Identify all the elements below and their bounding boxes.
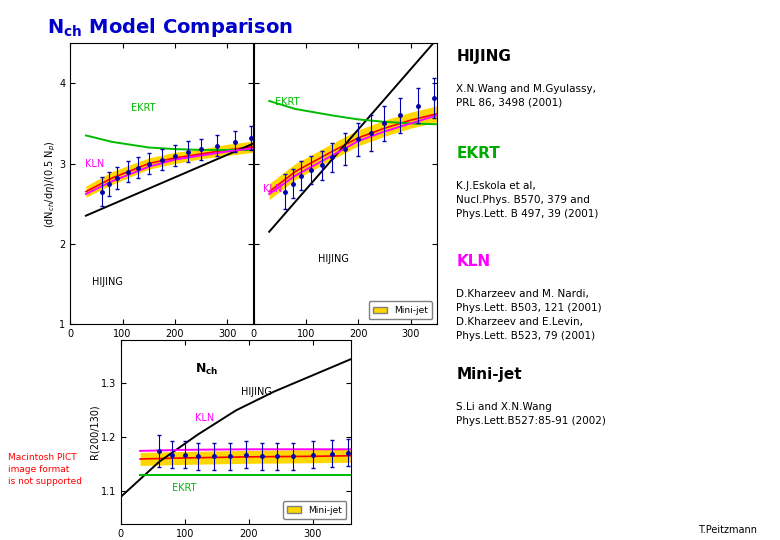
Text: $\bf{N_{ch}}$: $\bf{N_{ch}}$ [194, 362, 218, 377]
Text: EKRT: EKRT [172, 483, 196, 493]
Text: EKRT: EKRT [131, 103, 155, 113]
Y-axis label: (dN$_{ch}$/d$\eta$)/(0.5 N$_p$): (dN$_{ch}$/d$\eta$)/(0.5 N$_p$) [44, 140, 58, 227]
Legend: Mini-jet: Mini-jet [369, 301, 432, 320]
Text: KLN: KLN [456, 254, 491, 269]
Text: D.Kharzeev and M. Nardi,
Phys.Lett. B503, 121 (2001)
D.Kharzeev and E.Levin,
Phy: D.Kharzeev and M. Nardi, Phys.Lett. B503… [456, 289, 602, 341]
X-axis label: N$_p$: N$_p$ [338, 345, 353, 361]
Text: K.J.Eskola et al,
Nucl.Phys. B570, 379 and
Phys.Lett. B 497, 39 (2001): K.J.Eskola et al, Nucl.Phys. B570, 379 a… [456, 181, 599, 219]
Text: T.Peitzmann: T.Peitzmann [697, 524, 757, 535]
Text: Mini-jet: Mini-jet [456, 367, 522, 382]
Text: EKRT: EKRT [456, 146, 500, 161]
Text: KLN: KLN [85, 159, 104, 169]
Text: X.N.Wang and M.Gyulassy,
PRL 86, 3498 (2001): X.N.Wang and M.Gyulassy, PRL 86, 3498 (2… [456, 84, 596, 107]
X-axis label: N$_p$: N$_p$ [154, 345, 169, 361]
Text: $\bf{N_{ch}}$ Model Comparison: $\bf{N_{ch}}$ Model Comparison [47, 16, 292, 39]
Text: HIJING: HIJING [317, 254, 349, 264]
Text: HIJING: HIJING [456, 49, 511, 64]
Text: KLN: KLN [194, 413, 214, 423]
Text: KLN: KLN [263, 184, 282, 194]
Text: HIJING: HIJING [92, 276, 123, 287]
Legend: Mini-jet: Mini-jet [283, 501, 346, 519]
Text: Macintosh PICT
image format
is not supported: Macintosh PICT image format is not suppo… [8, 454, 82, 486]
Y-axis label: R(200/130): R(200/130) [89, 404, 99, 460]
Text: S.Li and X.N.Wang
Phys.Lett.B527:85-91 (2002): S.Li and X.N.Wang Phys.Lett.B527:85-91 (… [456, 402, 606, 426]
Text: HIJING: HIJING [240, 387, 271, 397]
Text: EKRT: EKRT [275, 97, 300, 107]
